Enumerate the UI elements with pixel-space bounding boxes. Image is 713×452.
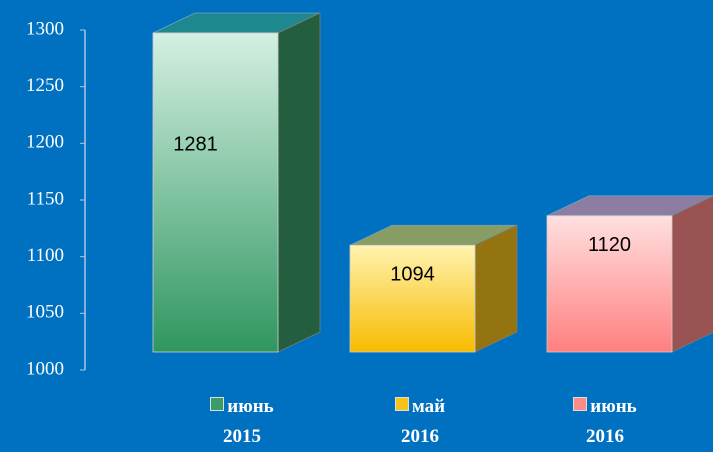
bar bbox=[349, 244, 476, 353]
data-label: 1094 bbox=[390, 264, 435, 286]
y-tick-label: 1050 bbox=[26, 302, 64, 323]
bar-side bbox=[671, 195, 713, 353]
legend-label: июнь 2016 bbox=[586, 396, 637, 447]
bar bbox=[152, 32, 279, 353]
legend-label: май 2016 bbox=[401, 396, 446, 447]
data-label: 1281 bbox=[173, 133, 218, 155]
y-tick-label: 1300 bbox=[26, 18, 64, 39]
legend-item: июнь 2016 bbox=[565, 392, 645, 452]
data-label: 1120 bbox=[588, 234, 631, 256]
legend-label: июнь 2015 bbox=[223, 396, 274, 447]
y-tick-label: 1200 bbox=[26, 132, 64, 153]
legend-item: май 2016 bbox=[380, 392, 460, 452]
legend-swatch bbox=[394, 397, 409, 411]
y-tick-label: 1250 bbox=[26, 75, 64, 96]
legend-swatch bbox=[210, 397, 225, 411]
legend-swatch bbox=[573, 397, 588, 411]
y-tick-label: 1150 bbox=[27, 188, 64, 209]
y-tick-label: 1000 bbox=[26, 358, 64, 379]
bar-side bbox=[277, 12, 321, 353]
bar-side bbox=[474, 224, 518, 353]
legend-item: июнь 2015 bbox=[202, 392, 282, 452]
y-tick-label: 1100 bbox=[27, 245, 64, 266]
bar bbox=[546, 215, 673, 353]
